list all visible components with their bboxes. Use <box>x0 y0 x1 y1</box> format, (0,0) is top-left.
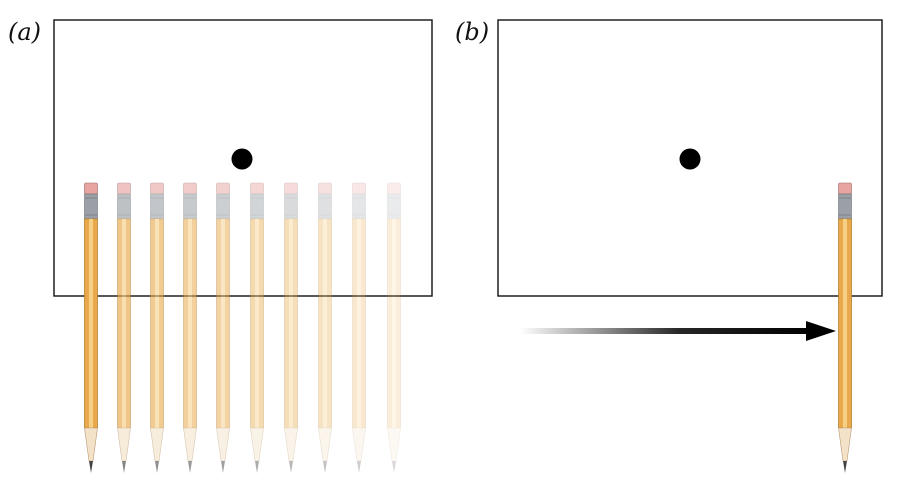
pencil-eraser <box>353 183 366 194</box>
panel-b <box>498 20 882 473</box>
motion-arrow-shaft <box>520 328 810 334</box>
pencil-graphite-tip <box>357 461 361 473</box>
pencil-wood-cone <box>388 428 401 461</box>
motion-arrow-head <box>806 321 836 341</box>
panel-a-pencil-icon <box>353 183 366 473</box>
pencil-eraser <box>85 183 98 194</box>
pencil-graphite-tip <box>255 461 259 473</box>
pencil-stripe <box>122 219 126 428</box>
pencil-graphite-tip <box>323 461 327 473</box>
panel-a-pencil-icon <box>85 183 98 473</box>
pencil-graphite-tip <box>392 461 396 473</box>
pencil-eraser <box>118 183 131 194</box>
pencil-wood-cone <box>285 428 298 461</box>
pencil-stripe <box>221 219 225 428</box>
pencil-graphite-tip <box>89 461 93 473</box>
pencil-eraser <box>217 183 230 194</box>
pencil-eraser <box>251 183 264 194</box>
pencil-stripe <box>255 219 259 428</box>
pencil-stripe <box>843 219 847 428</box>
pencil-wood-cone <box>353 428 366 461</box>
pencil-wood-cone <box>319 428 332 461</box>
pencil-stripe <box>188 219 192 428</box>
panel-b-dot-icon <box>680 149 701 170</box>
panel-b-pencil-icon <box>839 183 852 473</box>
panel-a <box>54 20 432 473</box>
pencil-eraser <box>839 183 852 194</box>
pencil-stripe <box>89 219 93 428</box>
pencil-wood-cone <box>251 428 264 461</box>
pencil-stripe <box>289 219 293 428</box>
panel-a-pencil-icon <box>388 183 401 473</box>
pencil-stripe <box>323 219 327 428</box>
pencil-wood-cone <box>85 428 98 461</box>
panel-a-dot-icon <box>232 149 253 170</box>
motion-arrow-icon <box>520 321 836 341</box>
panel-a-pencil-icon <box>184 183 197 473</box>
panel-a-pencil-icon <box>285 183 298 473</box>
pencil-wood-cone <box>184 428 197 461</box>
panel-a-pencil-icon <box>217 183 230 473</box>
panel-a-pencil-icon <box>319 183 332 473</box>
pencil-wood-cone <box>151 428 164 461</box>
panel-b-pencil-row <box>839 183 852 473</box>
pencil-eraser <box>151 183 164 194</box>
pencil-wood-cone <box>118 428 131 461</box>
pencil-stripe <box>392 219 396 428</box>
panel-a-pencil-icon <box>151 183 164 473</box>
panel-a-pencil-icon <box>118 183 131 473</box>
pencil-graphite-tip <box>122 461 126 473</box>
pencil-graphite-tip <box>221 461 225 473</box>
pencil-eraser <box>184 183 197 194</box>
pencil-graphite-tip <box>155 461 159 473</box>
panel-a-pencil-icon <box>251 183 264 473</box>
pencil-eraser <box>285 183 298 194</box>
pencil-stripe <box>357 219 361 428</box>
pencil-wood-cone <box>839 428 852 461</box>
pencil-eraser <box>388 183 401 194</box>
panel-a-pencil-row <box>85 183 401 473</box>
pencil-eraser <box>319 183 332 194</box>
pencil-graphite-tip <box>289 461 293 473</box>
pencil-graphite-tip <box>188 461 192 473</box>
pencil-stripe <box>155 219 159 428</box>
pencil-wood-cone <box>217 428 230 461</box>
pencil-graphite-tip <box>843 461 847 473</box>
